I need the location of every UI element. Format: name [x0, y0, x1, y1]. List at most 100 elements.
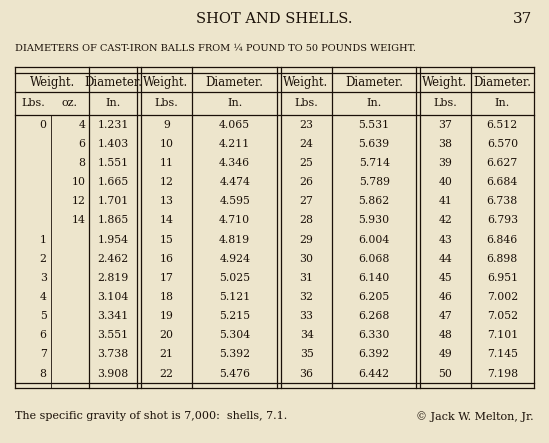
Text: The specific gravity of shot is 7,000:  shells, 7.1.: The specific gravity of shot is 7,000: s… [15, 412, 288, 421]
Text: In.: In. [367, 98, 382, 109]
Text: 5.531: 5.531 [358, 120, 390, 130]
Text: 6.846: 6.846 [487, 235, 518, 245]
Text: Lbs.: Lbs. [21, 98, 45, 109]
Text: 40: 40 [439, 177, 452, 187]
Text: 6.442: 6.442 [358, 369, 390, 379]
Text: 6: 6 [79, 139, 86, 149]
Text: 18: 18 [160, 292, 173, 302]
Text: 26: 26 [300, 177, 313, 187]
Text: 11: 11 [160, 158, 173, 168]
Text: 8: 8 [79, 158, 86, 168]
Text: SHOT AND SHELLS.: SHOT AND SHELLS. [196, 12, 353, 26]
Text: DIAMETERS OF CAST-IRON BALLS FROM ¼ POUND TO 50 POUNDS WEIGHT.: DIAMETERS OF CAST-IRON BALLS FROM ¼ POUN… [15, 44, 416, 53]
Text: 46: 46 [439, 292, 452, 302]
Text: 2: 2 [40, 254, 47, 264]
Text: 4: 4 [40, 292, 47, 302]
Text: Lbs.: Lbs. [434, 98, 457, 109]
Text: 3.738: 3.738 [98, 350, 128, 359]
Text: Diameter.: Diameter. [345, 76, 403, 89]
Text: 1.954: 1.954 [98, 235, 128, 245]
Text: Weight.: Weight. [422, 76, 467, 89]
Text: 7.052: 7.052 [487, 311, 518, 321]
Text: 20: 20 [160, 330, 173, 340]
Text: 5.025: 5.025 [219, 273, 250, 283]
Text: 49: 49 [439, 350, 452, 359]
Text: Weight.: Weight. [30, 76, 75, 89]
Text: 24: 24 [300, 139, 313, 149]
Text: 4.819: 4.819 [219, 235, 250, 245]
Text: 37: 37 [439, 120, 452, 130]
Text: 4: 4 [79, 120, 86, 130]
Text: 13: 13 [160, 196, 173, 206]
Text: 7.002: 7.002 [487, 292, 518, 302]
Text: 16: 16 [160, 254, 173, 264]
Text: 1.665: 1.665 [98, 177, 128, 187]
Text: 4.474: 4.474 [219, 177, 250, 187]
Text: Lbs.: Lbs. [295, 98, 318, 109]
Text: 3.341: 3.341 [98, 311, 128, 321]
Text: 10: 10 [71, 177, 86, 187]
Text: 5: 5 [40, 311, 47, 321]
Text: 45: 45 [439, 273, 452, 283]
Text: Lbs.: Lbs. [155, 98, 178, 109]
Text: 32: 32 [300, 292, 313, 302]
Text: Weight.: Weight. [283, 76, 328, 89]
Text: 3.551: 3.551 [98, 330, 128, 340]
Text: 30: 30 [300, 254, 313, 264]
Text: 4.924: 4.924 [219, 254, 250, 264]
Text: 39: 39 [439, 158, 452, 168]
Text: 50: 50 [439, 369, 452, 379]
Text: 7.145: 7.145 [487, 350, 518, 359]
Text: 29: 29 [300, 235, 313, 245]
Text: 22: 22 [160, 369, 173, 379]
Text: 2.462: 2.462 [98, 254, 128, 264]
Text: 5.304: 5.304 [219, 330, 250, 340]
Text: 2.819: 2.819 [98, 273, 128, 283]
Text: 4.346: 4.346 [219, 158, 250, 168]
Text: 6.898: 6.898 [487, 254, 518, 264]
Text: 12: 12 [160, 177, 173, 187]
Text: 47: 47 [439, 311, 452, 321]
Text: Diameter.: Diameter. [84, 76, 142, 89]
Text: 1.701: 1.701 [98, 196, 128, 206]
Text: 6.684: 6.684 [487, 177, 518, 187]
Text: 19: 19 [160, 311, 173, 321]
Text: 5.714: 5.714 [358, 158, 390, 168]
Text: In.: In. [105, 98, 121, 109]
Text: 4.211: 4.211 [219, 139, 250, 149]
Text: 5.121: 5.121 [219, 292, 250, 302]
Text: 6: 6 [40, 330, 47, 340]
Text: 9: 9 [163, 120, 170, 130]
Text: 25: 25 [300, 158, 313, 168]
Text: 27: 27 [300, 196, 313, 206]
Text: 1.403: 1.403 [98, 139, 128, 149]
Text: 7.198: 7.198 [487, 369, 518, 379]
Text: 5.639: 5.639 [358, 139, 390, 149]
Text: In.: In. [227, 98, 242, 109]
Text: 14: 14 [72, 215, 86, 225]
Text: 6.392: 6.392 [358, 350, 390, 359]
Text: 42: 42 [439, 215, 452, 225]
Text: 4.710: 4.710 [219, 215, 250, 225]
Text: 4.595: 4.595 [219, 196, 250, 206]
Text: 12: 12 [71, 196, 86, 206]
Text: Diameter.: Diameter. [473, 76, 531, 89]
Text: 31: 31 [300, 273, 313, 283]
Text: 6.627: 6.627 [487, 158, 518, 168]
Text: 5.476: 5.476 [219, 369, 250, 379]
Text: 38: 38 [439, 139, 452, 149]
Text: 3.908: 3.908 [98, 369, 128, 379]
Text: 7: 7 [40, 350, 47, 359]
Text: 1: 1 [40, 235, 47, 245]
Text: 4.065: 4.065 [219, 120, 250, 130]
Text: 21: 21 [160, 350, 173, 359]
Text: In.: In. [495, 98, 510, 109]
Text: 37: 37 [513, 12, 533, 26]
Text: 5.789: 5.789 [358, 177, 390, 187]
Text: Weight.: Weight. [143, 76, 188, 89]
Text: oz.: oz. [62, 98, 78, 109]
Text: 10: 10 [160, 139, 173, 149]
Text: 33: 33 [300, 311, 313, 321]
Text: 34: 34 [300, 330, 313, 340]
Text: 6.738: 6.738 [487, 196, 518, 206]
